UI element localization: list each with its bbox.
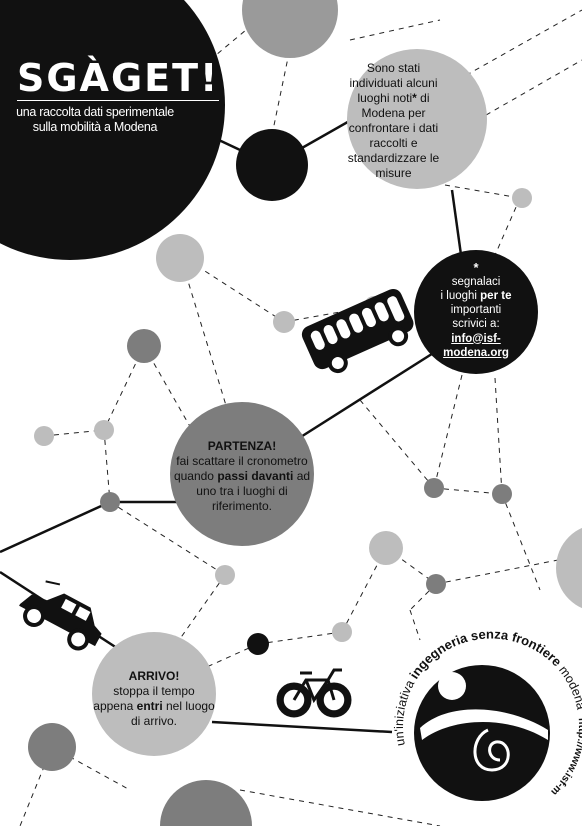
intro-text: Sono stati individuati alcuni luoghi not… xyxy=(347,61,440,180)
bus-icon xyxy=(301,288,414,374)
report-line-1: segnalaci xyxy=(451,275,501,288)
report-line-4: scrivici a: xyxy=(452,317,500,330)
bicycle-icon xyxy=(276,668,352,718)
arrival-heading: ARRIVO! xyxy=(128,669,180,683)
car-icon xyxy=(19,580,102,651)
report-line-3: importanti xyxy=(450,303,502,316)
start-text: fai scattare il cronometro quando passi … xyxy=(173,453,311,513)
arrival-text: stoppa il tempo appena entri nel luogo d… xyxy=(93,684,215,728)
report-bubble: * segnalaci i luoghi per te importanti s… xyxy=(420,259,532,359)
title-block: SGÀGET! una raccolta dati sperimentale s… xyxy=(0,0,228,228)
start-heading: PARTENZA! xyxy=(207,438,277,453)
page-subtitle: una raccolta dati sperimentale sulla mob… xyxy=(16,105,174,134)
intro-bubble: Sono stati individuati alcuni luoghi not… xyxy=(346,56,441,186)
logo-city: modena xyxy=(554,660,582,711)
email-link[interactable]: info@isf-modena.org xyxy=(443,332,509,359)
arrival-bubble: ARRIVO! stoppa il tempo appena entri nel… xyxy=(92,654,216,744)
page-title: SGÀGET! xyxy=(17,56,220,101)
start-bubble: PARTENZA! fai scattare il cronometro qua… xyxy=(172,420,312,532)
report-star: * xyxy=(473,259,479,275)
report-line-2: i luoghi per te xyxy=(440,289,512,302)
